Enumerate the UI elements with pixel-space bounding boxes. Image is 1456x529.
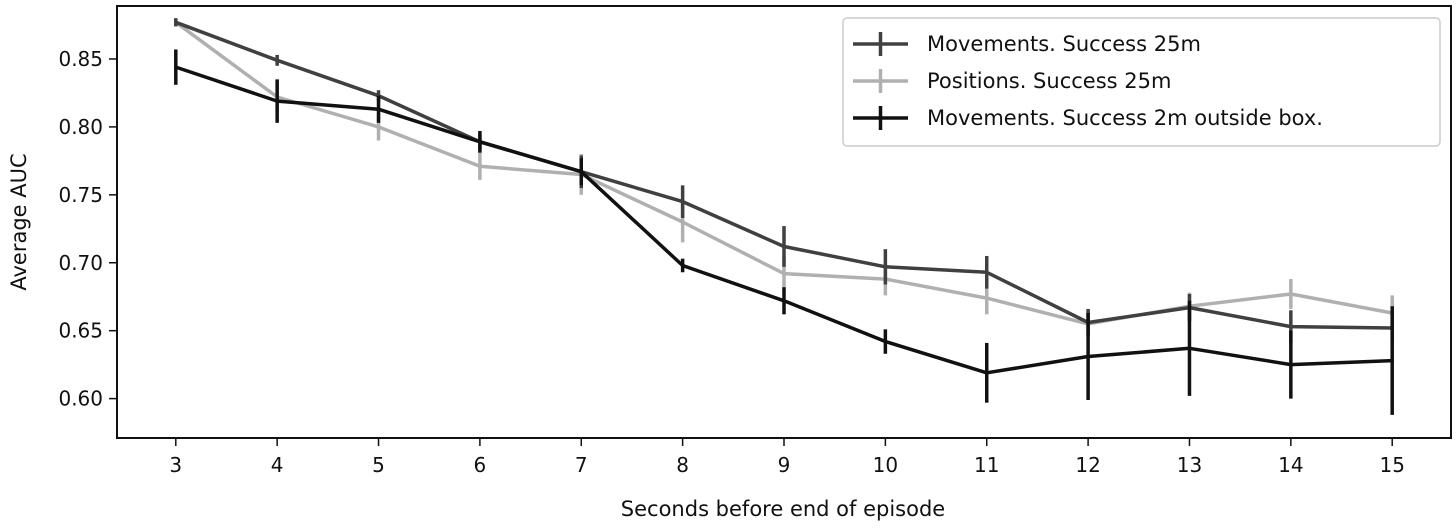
data-point: [883, 339, 888, 344]
data-point: [1289, 292, 1293, 296]
data-point: [275, 99, 279, 103]
x-tick-label: 8: [676, 453, 689, 477]
y-axis: 0.60 0.65 0.70 0.75 0.80 0.85: [58, 47, 117, 411]
data-point: [173, 20, 178, 25]
x-tick-label: 4: [271, 453, 284, 477]
y-tick-label: 0.65: [58, 319, 103, 343]
legend: Movements. Success 25m Positions. Success…: [842, 17, 1441, 147]
data-point: [478, 140, 482, 144]
x-tick-label: 15: [1379, 453, 1404, 477]
x-tick-label: 6: [474, 453, 487, 477]
y-tick-label: 0.70: [58, 251, 103, 275]
x-tick-label: 7: [575, 453, 588, 477]
x-tick-label: 10: [873, 453, 898, 477]
x-tick-label: 13: [1177, 453, 1202, 477]
data-point: [1289, 362, 1293, 367]
data-point: [782, 271, 786, 276]
data-point: [478, 164, 482, 169]
data-point: [579, 169, 584, 174]
legend-label: Movements. Success 2m outside box.: [927, 106, 1323, 130]
data-point: [376, 125, 381, 129]
data-point: [1086, 354, 1090, 359]
data-point: [1187, 346, 1192, 351]
legend-label: Movements. Success 25m: [927, 32, 1201, 56]
y-tick-label: 0.80: [58, 115, 103, 139]
data-point: [173, 65, 178, 69]
data-point: [376, 107, 381, 112]
y-tick-label: 0.60: [58, 387, 103, 411]
data-point: [984, 270, 989, 275]
data-point: [680, 220, 685, 224]
x-tick-label: 12: [1075, 453, 1100, 477]
y-axis-label: Average AUC: [7, 153, 31, 290]
legend-frame: [842, 17, 1441, 147]
x-tick-label: 11: [974, 453, 999, 477]
data-point: [680, 263, 685, 268]
data-point: [782, 244, 786, 249]
data-point: [275, 58, 279, 63]
data-point: [680, 199, 685, 204]
data-point: [1289, 324, 1293, 329]
data-point: [883, 265, 888, 269]
x-axis: 3 4 5 6 7 8 9 10 11 12 13 14 15: [169, 438, 1405, 477]
plot-area: [173, 18, 1395, 415]
legend-label: Positions. Success 25m: [927, 69, 1171, 93]
x-tick-label: 9: [778, 453, 791, 477]
y-tick-label: 0.75: [58, 183, 103, 207]
data-point: [782, 298, 786, 303]
data-point: [984, 296, 989, 300]
x-tick-label: 14: [1278, 453, 1303, 477]
data-point: [984, 370, 989, 375]
x-tick-label: 5: [372, 453, 385, 477]
x-tick-label: 3: [169, 453, 182, 477]
y-tick-label: 0.85: [58, 47, 103, 71]
data-point: [1390, 358, 1395, 363]
x-axis-label: Seconds before end of episode: [621, 497, 945, 521]
